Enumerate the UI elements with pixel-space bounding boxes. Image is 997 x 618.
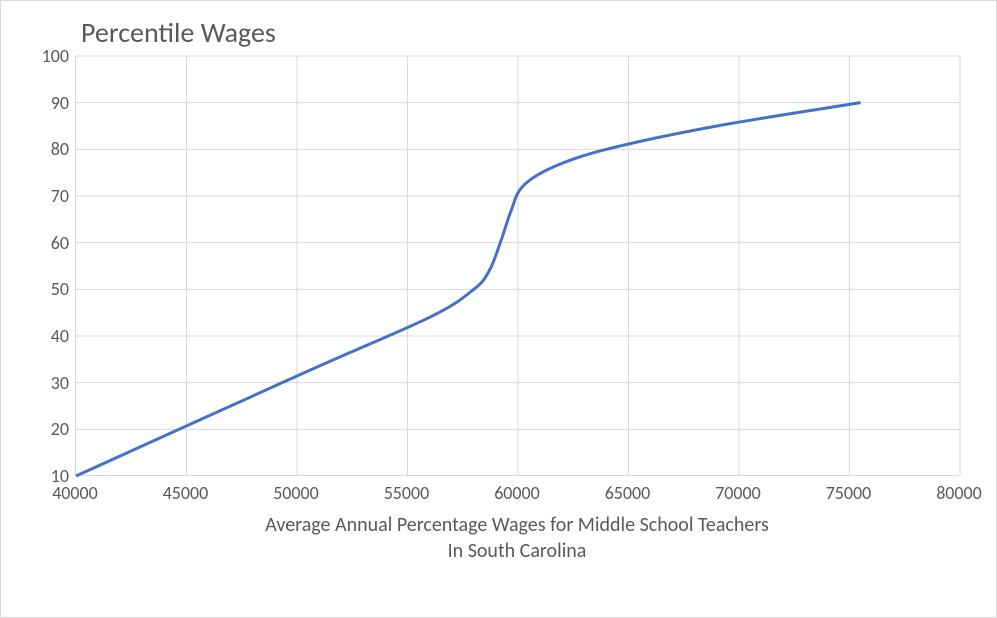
x-axis-title-line1: Average Annual Percentage Wages for Midd… (265, 513, 769, 537)
x-tick-label: 80000 (936, 482, 982, 504)
y-tick-label: 50 (51, 278, 69, 300)
x-tick-label: 55000 (384, 482, 430, 504)
x-tick-label: 75000 (826, 482, 872, 504)
y-axis-labels: 102030405060708090100 (19, 56, 75, 476)
x-tick-label: 45000 (163, 482, 209, 504)
y-tick-label: 60 (51, 232, 69, 254)
y-tick-label: 90 (51, 92, 69, 114)
x-tick-label: 70000 (715, 482, 761, 504)
x-tick-label: 50000 (273, 482, 319, 504)
x-axis-title-line2: In South Carolina (448, 539, 587, 563)
plot-wrap: 102030405060708090100 400004500050000550… (19, 56, 959, 536)
chart-title: Percentile Wages (81, 15, 978, 50)
x-tick-label: 40000 (52, 482, 98, 504)
y-tick-label: 100 (42, 45, 69, 67)
y-tick-label: 30 (51, 372, 69, 394)
y-tick-label: 40 (51, 325, 69, 347)
x-axis-labels: 4000045000500005500060000650007000075000… (75, 476, 959, 506)
x-tick-label: 60000 (494, 482, 540, 504)
grid-lines (76, 56, 960, 476)
y-tick-label: 20 (51, 418, 69, 440)
chart-container: Percentile Wages 102030405060708090100 4… (0, 0, 997, 618)
x-axis-title: Average Annual Percentage Wages for Midd… (75, 512, 959, 564)
plot-area (75, 56, 959, 476)
y-tick-label: 80 (51, 138, 69, 160)
y-tick-label: 70 (51, 185, 69, 207)
x-tick-label: 65000 (605, 482, 651, 504)
plot-svg (76, 56, 960, 476)
